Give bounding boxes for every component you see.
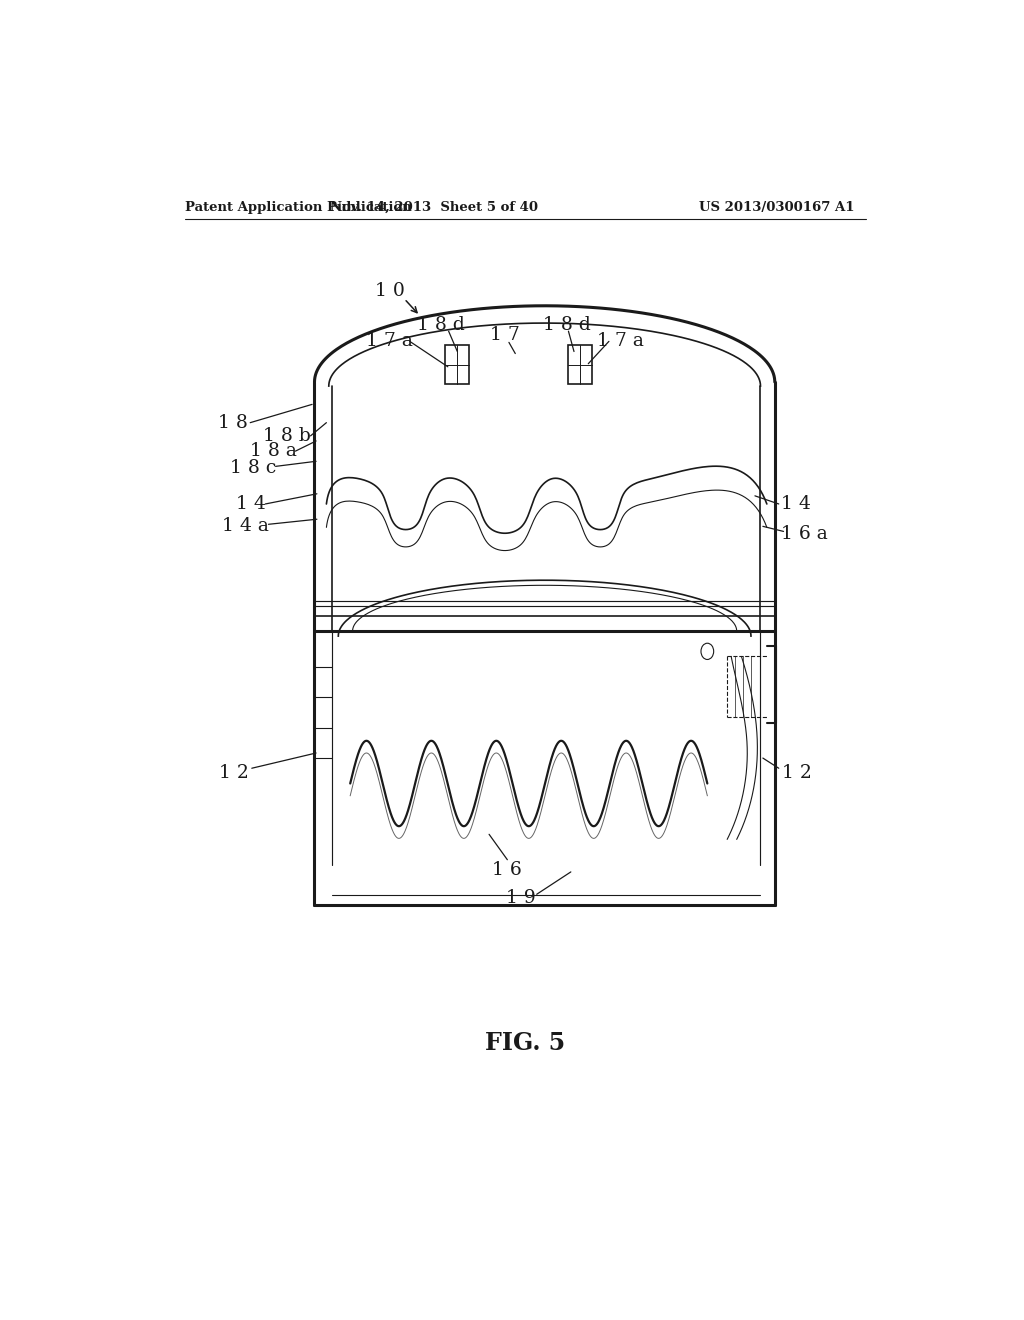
Text: FIG. 5: FIG. 5	[484, 1031, 565, 1055]
Text: 1 4: 1 4	[781, 495, 811, 513]
Text: 1 7 a: 1 7 a	[367, 333, 414, 350]
Text: 1 8 b: 1 8 b	[263, 426, 310, 445]
Bar	[568, 346, 592, 384]
Text: 1 9: 1 9	[506, 890, 536, 907]
Text: Patent Application Publication: Patent Application Publication	[185, 201, 412, 214]
Text: 1 8 c: 1 8 c	[230, 459, 276, 478]
Bar	[445, 346, 469, 384]
Text: 1 8 d: 1 8 d	[417, 315, 465, 334]
Text: 1 4 a: 1 4 a	[222, 517, 269, 536]
Text: 1 8 a: 1 8 a	[250, 442, 297, 461]
Text: 1 7: 1 7	[490, 326, 520, 345]
Text: 1 0: 1 0	[375, 281, 404, 300]
Text: 1 6 a: 1 6 a	[780, 525, 827, 544]
Text: 1 4: 1 4	[237, 495, 266, 513]
Text: Nov. 14, 2013  Sheet 5 of 40: Nov. 14, 2013 Sheet 5 of 40	[330, 201, 538, 214]
Text: 1 8: 1 8	[218, 413, 248, 432]
Text: 1 6: 1 6	[493, 861, 522, 879]
Text: 1 2: 1 2	[218, 764, 249, 783]
Text: 1 8 d: 1 8 d	[543, 315, 591, 334]
Text: US 2013/0300167 A1: US 2013/0300167 A1	[699, 201, 855, 214]
Text: 1 7 a: 1 7 a	[597, 333, 644, 350]
Text: 1 2: 1 2	[782, 764, 812, 783]
